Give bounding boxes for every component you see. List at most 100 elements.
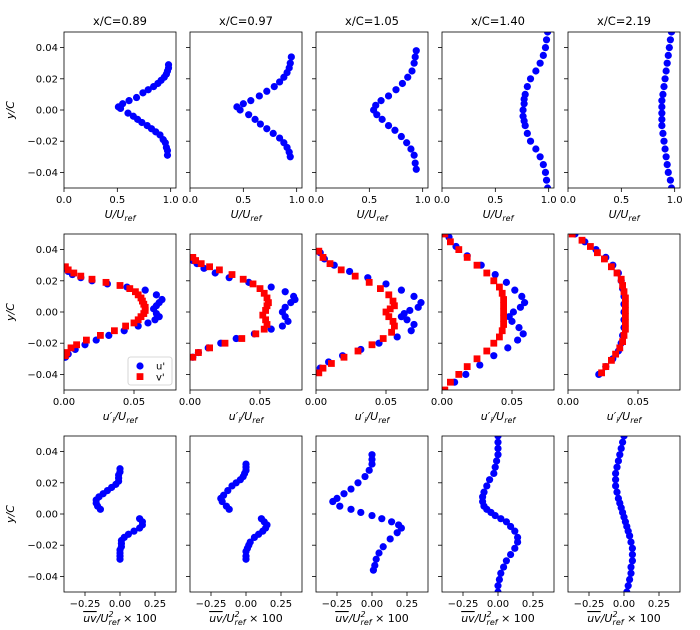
plot-frame <box>189 435 303 593</box>
data-point <box>354 479 362 487</box>
data-point-vprime <box>328 360 335 367</box>
x-tick-label: −0.25 <box>196 599 227 610</box>
data-point-vprime <box>483 347 491 355</box>
data-point-vprime <box>130 319 138 327</box>
y-tick-label: −0.02 <box>27 339 58 350</box>
subplot-r1-c4: 0.0 0.5 1.0 U/Uref <box>434 31 557 223</box>
data-point <box>398 79 406 88</box>
data-point-uprime <box>508 317 516 325</box>
data-point-vprime <box>612 350 619 358</box>
data-point-vprime <box>386 305 394 313</box>
data-point-vprime <box>263 302 271 310</box>
data-point <box>412 47 420 55</box>
data-points <box>233 53 295 161</box>
data-point <box>536 59 544 67</box>
data-point <box>626 532 634 540</box>
data-point <box>287 53 295 61</box>
data-point <box>144 86 152 94</box>
data-point <box>411 53 419 61</box>
x-axis-label: u′i/Uref <box>481 410 517 425</box>
data-point <box>658 109 666 117</box>
data-point <box>493 457 501 465</box>
x-axis-label: uv/U2 ref × 100 <box>587 610 661 627</box>
y-axis-label: y/C <box>4 303 17 322</box>
data-point-vprime <box>622 307 629 314</box>
data-point <box>658 115 666 123</box>
data-point-vprime <box>447 238 454 246</box>
data-point <box>397 524 405 532</box>
data-point-vprime <box>259 311 267 319</box>
x-tick-label: 0.00 <box>235 599 257 610</box>
data-points <box>568 234 629 378</box>
data-point <box>519 106 527 114</box>
data-point <box>347 505 355 513</box>
data-point-vprime <box>617 275 625 283</box>
data-point <box>116 104 125 113</box>
y-tick-label: 0.02 <box>36 478 58 489</box>
data-point-vprime <box>500 314 507 322</box>
data-point <box>628 550 637 559</box>
data-point <box>375 549 383 557</box>
y-tick-label: 0.00 <box>36 510 58 521</box>
x-tick-label: 0.00 <box>431 397 453 408</box>
y-tick-label: 0.04 <box>36 447 58 458</box>
data-point-vprime <box>319 254 327 261</box>
data-point-vprime <box>97 332 104 339</box>
data-point-uprime <box>502 278 510 286</box>
data-point <box>532 67 540 75</box>
data-point <box>660 83 668 91</box>
x-tick-label: 0.5 <box>487 195 503 206</box>
data-point <box>542 176 551 184</box>
data-point-vprime <box>111 327 118 335</box>
data-point <box>256 120 264 128</box>
data-point-vprime <box>613 269 621 277</box>
data-point-vprime <box>568 234 576 238</box>
data-point <box>124 109 132 117</box>
data-point <box>536 153 544 161</box>
plot-frame <box>189 233 303 391</box>
data-point-uprime <box>393 333 401 341</box>
data-point-uprime <box>151 316 159 324</box>
plot-frame <box>567 233 681 391</box>
x-tick-label: −0.25 <box>574 599 605 610</box>
data-point-vprime <box>88 275 96 283</box>
x-tick-label: 0.05 <box>627 397 649 408</box>
data-point <box>660 137 668 145</box>
x-tick-label: 0.00 <box>109 599 131 610</box>
data-points <box>190 254 299 361</box>
data-point <box>369 566 377 574</box>
y-tick-label: 0.02 <box>36 276 58 287</box>
data-point <box>392 86 400 94</box>
data-point <box>491 463 499 471</box>
data-point <box>514 538 522 546</box>
data-points <box>316 247 425 377</box>
data-points <box>114 61 173 159</box>
data-point <box>665 44 673 52</box>
x-tick-label: 0.05 <box>501 397 523 408</box>
data-point-vprime <box>77 272 85 280</box>
data-point <box>411 159 419 167</box>
x-axis-label: u′i/Uref <box>103 410 139 425</box>
data-point-uprime <box>509 308 517 316</box>
data-point <box>664 51 672 60</box>
data-point <box>96 505 104 513</box>
data-point <box>662 153 670 161</box>
x-tick-label: 0.05 <box>375 397 397 408</box>
data-point <box>619 438 627 446</box>
data-point <box>410 59 418 67</box>
data-point-vprime <box>602 363 610 370</box>
plot-frame <box>567 31 681 189</box>
data-points <box>64 263 166 361</box>
data-point <box>391 126 399 134</box>
data-point <box>276 78 284 86</box>
legend-box <box>127 356 173 386</box>
x-tick-label: −0.25 <box>448 599 479 610</box>
data-point-vprime <box>195 349 202 356</box>
data-point <box>520 100 528 108</box>
data-point <box>132 93 141 102</box>
data-point-vprime <box>598 369 605 377</box>
x-tick-label: 1.0 <box>289 195 305 206</box>
data-point-uprime <box>518 292 526 300</box>
column-title: x/C=1.05 <box>345 14 399 28</box>
